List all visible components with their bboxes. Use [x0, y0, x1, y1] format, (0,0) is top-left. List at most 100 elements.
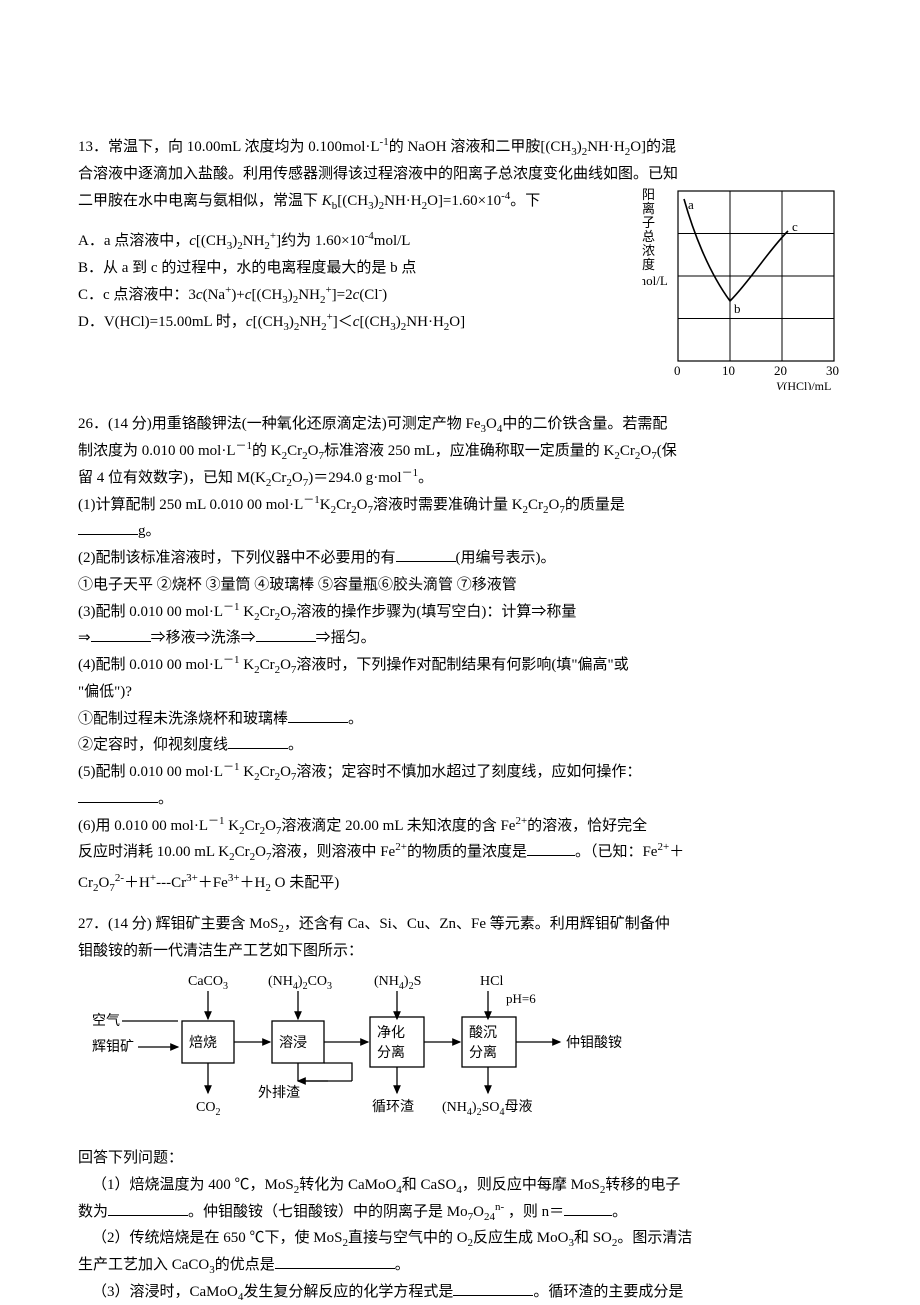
ylab: 离: [642, 201, 655, 216]
text: （1）焙烧温度为 400 ℃，MoS: [92, 1177, 294, 1193]
text: 数为: [78, 1204, 108, 1220]
text: (用编号表示)。: [456, 550, 556, 566]
text: 27．(14 分) 辉钼矿主要含 MoS: [78, 916, 278, 932]
text: [(CH: [337, 193, 368, 209]
sub: 2: [239, 825, 245, 837]
text: 生产工艺加入 CaCO: [78, 1257, 209, 1273]
sup: －1: [208, 815, 225, 827]
text: 标准溶液 250 mL，应准确称取一定质量的 K: [324, 443, 614, 459]
ylab: 总: [642, 229, 655, 244]
var-c: c: [189, 233, 196, 249]
sup: 3+: [186, 872, 198, 884]
sup: 3+: [228, 872, 240, 884]
flow-ore: 辉钼矿: [92, 1039, 134, 1055]
text: ]=2: [332, 287, 353, 303]
sub: 24: [484, 1211, 495, 1223]
blank: [564, 1201, 612, 1216]
text: [(CH: [253, 314, 284, 330]
xtick: 0: [674, 363, 681, 378]
text: O 未配平): [271, 875, 339, 891]
sub: 2: [351, 504, 357, 516]
text: ＋Fe: [198, 875, 228, 891]
q13-line2: 合溶液中逐滴加入盐酸。利用传感器测得该过程溶液中的阳离子总浓度变化曲线如图。已知: [78, 162, 842, 187]
flow-caco3: CaCO3: [188, 974, 228, 992]
flow-diagram: CaCO3 (NH4)2CO3 (NH4)2S HCl pH=6 空气 辉钼矿 …: [92, 971, 842, 1140]
sup: －1: [223, 761, 240, 773]
text: [(CH: [251, 287, 282, 303]
flow-nh4s: (NH4)2S: [374, 974, 421, 992]
sub: 2: [331, 504, 337, 516]
sub: 2: [254, 611, 260, 623]
q26-p4-i2: ②定容时，仰视刻度线。: [78, 733, 842, 758]
text: C．c 点溶液中：3: [78, 287, 196, 303]
text: ①配制过程未洗涤烧杯和玻璃棒: [78, 711, 288, 727]
q26-p5-blank: 。: [78, 787, 842, 812]
text: 反应生成 MoO: [473, 1230, 568, 1246]
var-c: c: [246, 314, 253, 330]
text: (Cl: [359, 287, 378, 303]
sub: 2: [229, 851, 235, 863]
sub: 2: [275, 664, 281, 676]
sub: 3: [283, 321, 289, 333]
flow-nh4co3: (NH4)2CO3: [268, 974, 332, 992]
text: 。（已知：Fe: [575, 844, 658, 860]
text: 溶液；定容时不慎加水超过了刻度线，应如何操作：: [296, 764, 641, 780]
flow-box4b: 分离: [469, 1044, 497, 1061]
text: 二甲胺在水中电离与氨相似，常温下: [78, 193, 322, 209]
point-c: c: [792, 219, 798, 234]
flow-box3a: 净化: [377, 1025, 405, 1041]
text: 26．(14 分)用重铬酸钾法(一种氧化还原滴定法)可测定产物 Fe: [78, 416, 480, 432]
text: ]约为 1.60×10: [276, 233, 364, 249]
blank: [527, 841, 575, 856]
text: NH: [243, 233, 265, 249]
sub: 3: [368, 200, 374, 212]
sub: 2: [254, 771, 260, 783]
text: ，还含有 Ca、Si、Cu、Zn、Fe 等元素。利用辉钼矿制备仲: [284, 916, 670, 932]
text: 的溶液，恰好完全: [527, 818, 647, 834]
text: 。: [418, 470, 433, 486]
blank: [256, 627, 316, 642]
sup: n-: [495, 1201, 504, 1213]
text: O]=1.60×10: [427, 193, 501, 209]
flow-loop: 循环渣: [372, 1099, 414, 1115]
q27-p3: （3）溶浸时，CaMoO4发生复分解反应的化学方程式是。循环渣的主要成分是: [78, 1280, 842, 1305]
text: 。: [158, 791, 173, 807]
text: (保: [657, 443, 677, 459]
text: 的 NaOH 溶液和二甲胺[(CH: [389, 139, 571, 155]
text: 转移的电子: [605, 1177, 680, 1193]
text: (2)配制该标准溶液时，下列仪器中不必要用的有: [78, 550, 396, 566]
sup: －1: [236, 440, 253, 452]
text: (1)计算配制 250 mL 0.010 00 mol·L: [78, 497, 303, 513]
q26-p2: (2)配制该标准溶液时，下列仪器中不必要用的有 (用编号表示)。: [78, 546, 842, 571]
sub: 2: [275, 611, 281, 623]
text: 的物质的量浓度是: [407, 844, 527, 860]
sub: 2: [266, 477, 272, 489]
text: K: [239, 764, 254, 780]
ylab: 子: [642, 215, 655, 230]
sub: 3: [282, 294, 288, 306]
text: 溶液滴定 20.00 mL 未知浓度的含 Fe: [281, 818, 515, 834]
flow-mother: (NH4)2SO4母液: [442, 1099, 532, 1118]
ylab: 浓: [642, 243, 655, 258]
sup: 2+: [657, 841, 669, 853]
text: 留 4 位有效数字)，已知 M(K: [78, 470, 266, 486]
text: 发生复分解反应的化学方程式是: [243, 1284, 453, 1300]
curve: [684, 199, 788, 301]
text: ＋H: [240, 875, 266, 891]
text: ，则 n＝: [504, 1204, 564, 1220]
q26-p1: (1)计算配制 250 mL 0.010 00 mol·L－1K2Cr2O7溶液…: [78, 493, 842, 518]
point-b: b: [734, 301, 741, 316]
text: K: [224, 818, 239, 834]
text: mol/L: [374, 233, 411, 249]
text: (6)用 0.010 00 mol·L: [78, 818, 208, 834]
text: 中的二价铁含量。若需配: [502, 416, 667, 432]
blank: [453, 1281, 533, 1296]
sub: 3: [571, 146, 577, 158]
text: D．V(HCl)=15.00mL 时，: [78, 314, 246, 330]
ylab: 度: [642, 257, 655, 272]
blank: [275, 1254, 395, 1269]
sup: －1: [223, 601, 240, 613]
q26-p3: (3)配制 0.010 00 mol·L－1 K2Cr2O7溶液的操作步骤为(填…: [78, 600, 842, 625]
q27-p2b: 生产工艺加入 CaCO3的优点是。: [78, 1253, 842, 1278]
sup: 2+: [515, 815, 527, 827]
